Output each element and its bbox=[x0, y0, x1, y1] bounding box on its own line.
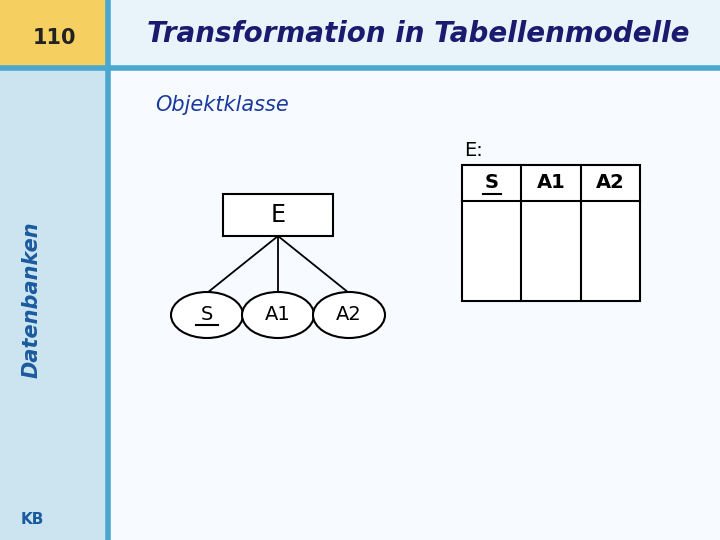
Text: Objektklasse: Objektklasse bbox=[155, 95, 289, 115]
Ellipse shape bbox=[313, 292, 385, 338]
Bar bbox=[108, 68, 720, 540]
Bar bbox=[0, 0, 108, 540]
Bar bbox=[462, 165, 640, 301]
Ellipse shape bbox=[171, 292, 243, 338]
Text: E:: E: bbox=[464, 141, 482, 160]
Text: E: E bbox=[271, 203, 286, 227]
Ellipse shape bbox=[242, 292, 314, 338]
Bar bbox=[0, 0, 108, 68]
Bar bbox=[0, 0, 720, 68]
Text: A2: A2 bbox=[596, 173, 625, 192]
Text: KB: KB bbox=[20, 512, 44, 528]
Text: A1: A1 bbox=[536, 173, 565, 192]
Text: Transformation in Tabellenmodelle: Transformation in Tabellenmodelle bbox=[147, 20, 689, 48]
Text: Datenbanken: Datenbanken bbox=[22, 222, 42, 379]
Text: A1: A1 bbox=[265, 306, 291, 325]
Text: S: S bbox=[201, 306, 213, 325]
Text: 110: 110 bbox=[32, 28, 76, 48]
Bar bbox=[223, 194, 333, 236]
Text: S: S bbox=[485, 173, 499, 192]
Text: A2: A2 bbox=[336, 306, 362, 325]
